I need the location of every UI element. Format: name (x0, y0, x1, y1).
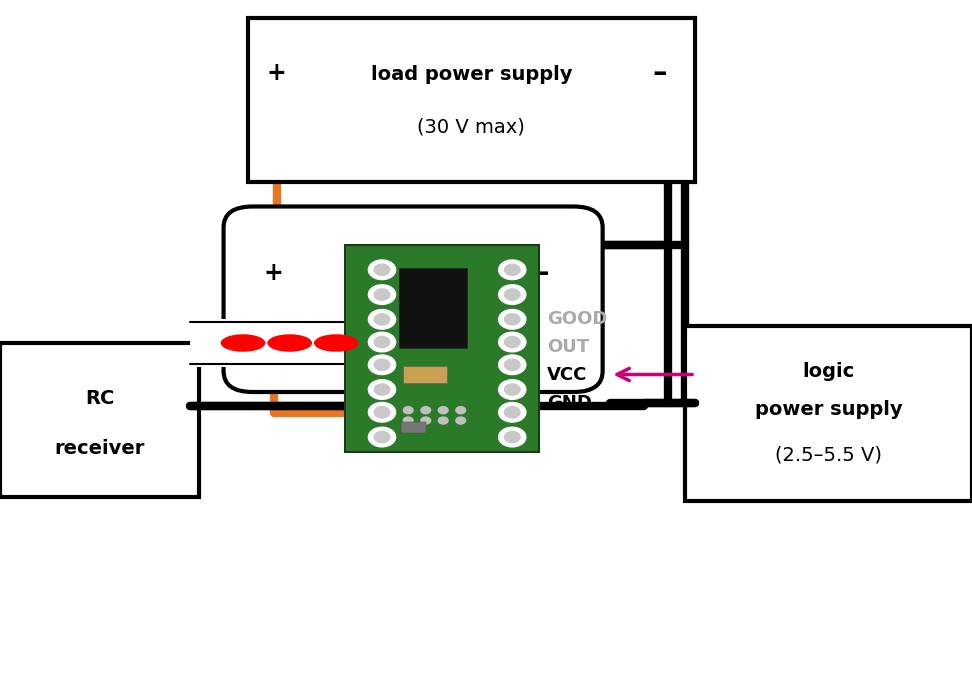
Circle shape (504, 431, 520, 442)
Text: (2.5–5.5 V): (2.5–5.5 V) (775, 445, 883, 464)
Circle shape (499, 309, 526, 329)
Circle shape (374, 359, 390, 370)
Circle shape (504, 314, 520, 325)
Circle shape (374, 337, 390, 348)
Ellipse shape (221, 335, 265, 351)
Circle shape (368, 379, 396, 399)
Circle shape (499, 260, 526, 279)
Circle shape (499, 285, 526, 304)
Circle shape (368, 309, 396, 329)
Circle shape (374, 431, 390, 442)
Circle shape (456, 407, 466, 414)
Circle shape (504, 384, 520, 395)
Circle shape (499, 355, 526, 374)
Circle shape (403, 417, 413, 424)
Circle shape (499, 379, 526, 399)
FancyBboxPatch shape (0, 343, 199, 497)
Text: RC: RC (85, 389, 115, 409)
Circle shape (374, 384, 390, 395)
Text: –: – (652, 59, 667, 87)
Circle shape (368, 285, 396, 304)
Circle shape (504, 264, 520, 275)
Circle shape (368, 355, 396, 374)
Circle shape (456, 417, 466, 424)
Text: (3 A max): (3 A max) (368, 314, 458, 332)
Circle shape (374, 407, 390, 418)
Circle shape (504, 359, 520, 370)
Circle shape (374, 264, 390, 275)
Text: (30 V max): (30 V max) (418, 118, 525, 136)
Circle shape (499, 332, 526, 352)
FancyBboxPatch shape (399, 268, 467, 349)
FancyBboxPatch shape (345, 245, 539, 452)
Ellipse shape (267, 335, 312, 351)
Circle shape (421, 407, 431, 414)
FancyBboxPatch shape (401, 422, 426, 433)
Circle shape (438, 417, 448, 424)
Text: GND: GND (547, 393, 592, 412)
Circle shape (499, 427, 526, 447)
Text: power supply: power supply (755, 400, 902, 419)
Circle shape (403, 407, 413, 414)
Circle shape (368, 260, 396, 279)
Text: +: + (267, 61, 287, 85)
Circle shape (374, 289, 390, 300)
Polygon shape (190, 319, 345, 367)
Circle shape (504, 407, 520, 418)
Circle shape (368, 332, 396, 352)
Circle shape (368, 402, 396, 422)
Text: +: + (263, 261, 284, 286)
Circle shape (374, 314, 390, 325)
Text: load: load (390, 265, 436, 284)
Text: logic: logic (803, 362, 854, 381)
Text: load power supply: load power supply (370, 64, 573, 84)
Text: GOOD: GOOD (547, 309, 608, 328)
Circle shape (499, 402, 526, 422)
FancyBboxPatch shape (224, 206, 603, 392)
Text: receiver: receiver (54, 438, 145, 458)
Circle shape (504, 289, 520, 300)
Circle shape (421, 417, 431, 424)
Text: –: – (534, 260, 549, 288)
Circle shape (504, 337, 520, 348)
Ellipse shape (314, 335, 359, 351)
Text: OUT: OUT (547, 337, 589, 356)
FancyBboxPatch shape (685, 326, 972, 500)
Text: VCC: VCC (547, 365, 588, 384)
FancyBboxPatch shape (248, 18, 695, 182)
Circle shape (438, 407, 448, 414)
FancyBboxPatch shape (403, 366, 447, 384)
Circle shape (368, 427, 396, 447)
